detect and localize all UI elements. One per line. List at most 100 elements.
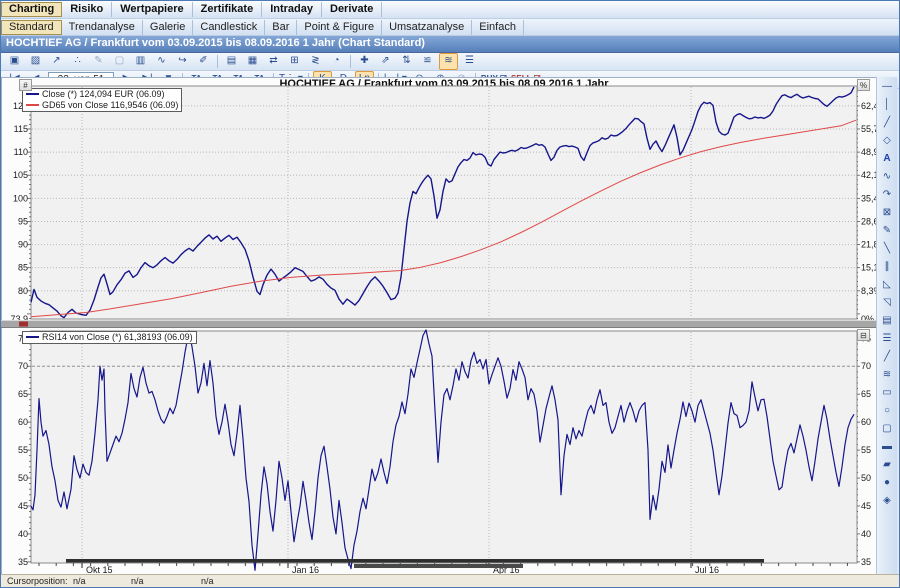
axis-tick-label: 70 — [861, 361, 871, 371]
axis-tick-label: 120 — [13, 101, 28, 111]
chart-window-title: HOCHTIEF AG / Frankfurt vom 03.09.2015 b… — [6, 37, 425, 49]
price-pane — [30, 85, 858, 320]
period-clock-icon[interactable]: ◔ — [333, 55, 340, 66]
tab-umsatzanalyse[interactable]: Umsatzanalyse — [382, 19, 473, 35]
volume-icon[interactable]: ▥ — [135, 55, 146, 66]
speed-resistance-icon[interactable]: ◹ — [883, 297, 891, 308]
indicator-icon[interactable]: ≋ — [439, 53, 458, 70]
cursor-position-label: Cursorposition: — [7, 576, 68, 586]
axis-tick-label: 60 — [861, 417, 871, 427]
price-legend: Close (*) 124,094 EUR (06.09) GD65 von C… — [22, 88, 183, 112]
axis-tick-label: 55,7% — [861, 124, 887, 134]
eraser-icon[interactable]: ◈ — [883, 495, 891, 506]
tab-point-figure[interactable]: Point & Figure — [297, 19, 383, 35]
axis-tick-label: 110 — [14, 147, 28, 157]
menu-item-wertpapiere[interactable]: Wertpapiere — [112, 2, 193, 17]
cursor-value-2: n/a — [131, 576, 144, 586]
grid-icon[interactable]: ⊞ — [290, 55, 299, 66]
axis-tick-label: 100 — [13, 193, 28, 203]
polygon-tool-icon[interactable]: ◇ — [883, 135, 891, 146]
vertical-line-icon[interactable]: │ — [883, 99, 891, 110]
gann-grid-icon[interactable]: ☰ — [882, 333, 892, 344]
ray-icon[interactable]: ╱ — [883, 351, 891, 362]
legend-gd65-row: GD65 von Close 116,9546 (06.09) — [26, 100, 178, 111]
rsi-legend: RSI14 von Close (*) 61,38193 (06.09) — [22, 331, 197, 344]
axis-tick-label: 21,8% — [861, 240, 887, 250]
axis-tick-label: 28,6% — [861, 216, 887, 226]
axis-tick-label: 40 — [18, 529, 28, 539]
trend-pencil-icon[interactable]: ✎ — [882, 225, 892, 236]
horizontal-scroll-thumb — [354, 564, 523, 568]
rsi-axis-settings-icon[interactable]: ⊟ — [857, 329, 870, 341]
percent-tool-icon[interactable]: ≌ — [423, 55, 432, 66]
performance-chart-icon[interactable]: ↗ — [52, 55, 61, 66]
menu-item-derivate[interactable]: Derivate — [322, 2, 383, 17]
gd65-line-swatch — [26, 103, 39, 106]
crosshair-icon[interactable]: ✚ — [360, 55, 369, 66]
close-line-swatch — [26, 92, 39, 95]
color-settings-icon[interactable]: ∴ — [74, 55, 81, 66]
zigzag-icon[interactable]: ≷ — [311, 55, 320, 66]
menu-item-zertifikate[interactable]: Zertifikate — [193, 2, 263, 17]
fibonacci-fan-icon[interactable]: ◺ — [883, 279, 891, 290]
tab-bar[interactable]: Bar — [265, 19, 298, 35]
menu-item-risiko[interactable]: Risiko — [62, 2, 113, 17]
legend-close-row: Close (*) 124,094 EUR (06.09) — [26, 89, 178, 100]
axis-tick-label: 60 — [18, 417, 28, 427]
text-tool-icon[interactable]: A — [883, 153, 891, 164]
axis-tick-label: 90 — [18, 240, 28, 250]
compare-icon[interactable]: ⇄ — [269, 55, 278, 66]
rounded-rect-icon[interactable]: ▢ — [882, 423, 892, 434]
rsi-pane — [30, 330, 858, 564]
filled-ellipse-icon[interactable]: ● — [883, 477, 891, 488]
x-axis-label: Apr 16 — [493, 565, 520, 575]
x-axis-label: Okt 15 — [86, 565, 113, 575]
tab-candlestick[interactable]: Candlestick — [193, 19, 266, 35]
axis-tick-label: 105 — [13, 170, 28, 180]
menu-item-charting[interactable]: Charting — [1, 2, 63, 17]
multi-line-icon[interactable]: ≋ — [882, 369, 892, 380]
pattern-lines-icon[interactable]: ☰ — [465, 55, 474, 66]
tab-trendanalyse[interactable]: Trendanalyse — [62, 19, 143, 35]
trend-tool-icon[interactable]: ⇗ — [381, 55, 390, 66]
tab-standard[interactable]: Standard — [1, 19, 62, 35]
empty-chart-icon[interactable]: ▢ — [114, 55, 125, 66]
price-axis-settings-icon[interactable]: # — [19, 79, 32, 91]
draw-mode-icon[interactable]: ✐ — [199, 55, 208, 66]
support-line-icon[interactable]: ╲ — [883, 243, 891, 254]
parallel-channel-icon[interactable]: ∥ — [884, 261, 890, 272]
axis-tick-label: 8,3% — [861, 286, 882, 296]
rectangle-icon[interactable]: ▭ — [882, 387, 892, 398]
gd65-legend-label: GD65 von Close 116,9546 (06.09) — [42, 100, 179, 110]
chart-preview-icon[interactable]: ▨ — [30, 55, 41, 66]
axis-tick-label: 55 — [18, 445, 28, 455]
axis-tick-label: 70 — [18, 361, 28, 371]
mini-chart-icon[interactable]: ∿ — [157, 55, 166, 66]
updown-arrows-icon[interactable]: ⇅ — [402, 55, 411, 66]
filled-rounded-rect-icon[interactable]: ▰ — [883, 459, 891, 470]
fibonacci-retracement-icon[interactable]: ▤ — [882, 315, 892, 326]
series-line — [30, 119, 857, 318]
filled-rect-icon[interactable]: ▬ — [882, 441, 892, 452]
axis-tick-label: 115 — [14, 124, 28, 134]
open-template-icon[interactable]: ▦ — [247, 55, 258, 66]
percent-scale-icon[interactable]: % — [857, 79, 870, 91]
ellipse-icon[interactable]: ○ — [883, 405, 891, 416]
trendline-icon[interactable]: ╱ — [883, 117, 891, 128]
axis-tick-label: 55 — [861, 445, 871, 455]
export-chart-icon[interactable]: ↪ — [178, 55, 187, 66]
camera-icon[interactable]: ▣ — [9, 55, 20, 66]
freehand-icon[interactable]: ∿ — [882, 171, 892, 182]
menu-item-intraday[interactable]: Intraday — [262, 2, 322, 17]
tab-einfach[interactable]: Einfach — [472, 19, 524, 35]
horizontal-line-icon[interactable]: — — [882, 81, 892, 92]
chart-window-titlebar: HOCHTIEF AG / Frankfurt vom 03.09.2015 b… — [1, 36, 899, 53]
arc-tool-icon[interactable]: ↷ — [882, 189, 892, 200]
annotation-icon[interactable]: ✎ — [94, 55, 103, 66]
axis-tick-label: 42,1% — [861, 170, 887, 180]
save-template-icon[interactable]: ▤ — [226, 55, 237, 66]
delete-drawings-icon[interactable]: ⊠ — [882, 207, 892, 218]
tab-galerie[interactable]: Galerie — [143, 19, 194, 35]
axis-tick-label: 65 — [861, 389, 871, 399]
